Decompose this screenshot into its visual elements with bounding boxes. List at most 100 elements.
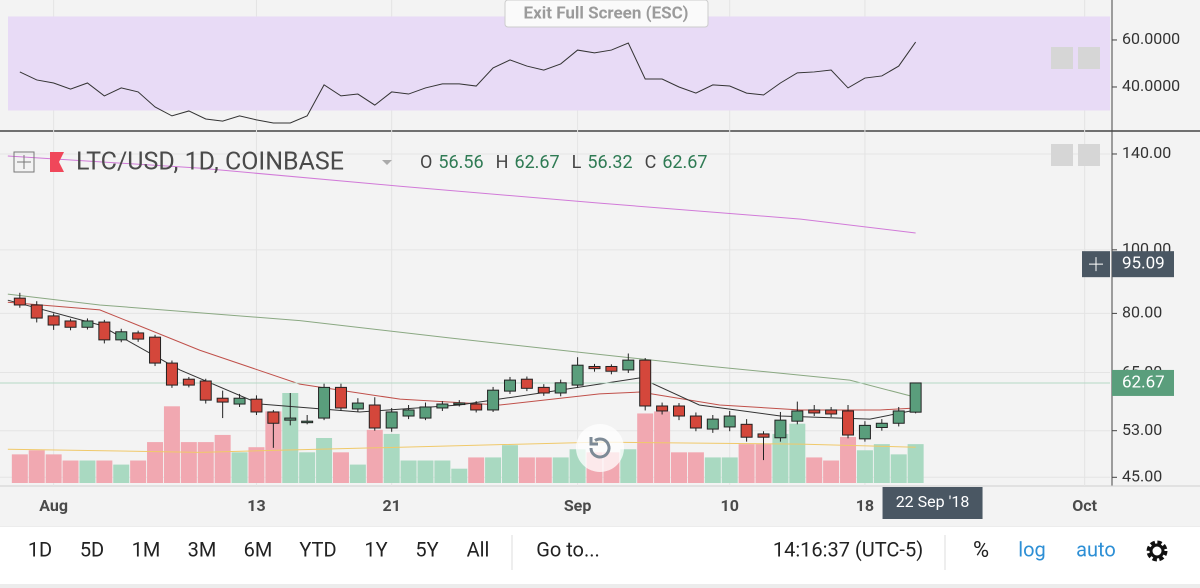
last-price-label: 62.67	[1122, 372, 1165, 392]
volume-bar	[823, 460, 840, 483]
candle-body	[47, 315, 60, 326]
candle-body	[318, 386, 331, 419]
range-button[interactable]: 1D	[28, 537, 52, 561]
volume-bar	[890, 454, 907, 483]
log-toggle[interactable]: log	[1018, 537, 1046, 561]
volume-bar	[62, 460, 79, 483]
candle-body	[30, 304, 43, 319]
candle-body	[909, 382, 922, 413]
range-button[interactable]: 3M	[188, 537, 217, 561]
candle-body	[233, 397, 246, 405]
reset-button[interactable]	[576, 424, 624, 472]
gear-ring	[1149, 543, 1165, 559]
candle-body	[537, 386, 550, 394]
range-button[interactable]: 1M	[132, 537, 161, 561]
candle-body	[689, 415, 702, 429]
rsi-line	[19, 41, 917, 124]
candle-body	[487, 389, 500, 411]
candle-body	[588, 365, 601, 370]
volume-bar	[873, 444, 890, 483]
last-price-box	[1112, 369, 1174, 396]
volume-bar	[755, 444, 772, 483]
volume-bar	[535, 457, 552, 483]
candle-body	[503, 379, 516, 392]
exit-button-label[interactable]: Exit Full Screen (ESC)	[524, 3, 689, 23]
range-button[interactable]: 5D	[80, 537, 104, 561]
candle-body	[791, 410, 804, 422]
candle-body	[115, 331, 128, 341]
goto-button[interactable]: Go to...	[536, 537, 600, 561]
move-down-button[interactable]	[1051, 47, 1073, 69]
volume-bar	[282, 393, 299, 483]
volume-bar	[687, 452, 704, 483]
candle-body	[520, 378, 533, 389]
volume-bar	[671, 452, 688, 483]
collapse-button[interactable]	[1078, 144, 1100, 166]
candle-body	[740, 423, 753, 438]
volume-bar	[552, 457, 569, 483]
volume-bar	[113, 464, 130, 483]
volume-bar	[383, 433, 400, 483]
candle-body	[706, 418, 719, 430]
range-button[interactable]: YTD	[299, 537, 336, 561]
volume-bar	[197, 442, 214, 483]
volume-bar	[451, 468, 468, 483]
ohlc-value: 62.67	[514, 152, 559, 173]
x-tick-label: 18	[856, 496, 874, 515]
y-tick-label: 45.00	[1122, 467, 1162, 486]
volume-bar	[28, 450, 45, 483]
volume-bar	[856, 450, 873, 483]
percent-toggle[interactable]: %	[973, 538, 989, 563]
candle-body	[199, 380, 212, 401]
volume-bar	[721, 457, 738, 483]
ohlc-value: 56.32	[587, 152, 632, 173]
volume-bar	[840, 436, 857, 483]
candle-body	[64, 320, 77, 328]
candle-body	[825, 409, 838, 415]
candle-body	[334, 386, 347, 409]
candle-body	[149, 336, 162, 364]
candle-body	[284, 417, 297, 421]
reset-icon	[589, 437, 611, 459]
range-button[interactable]: 5Y	[415, 537, 438, 561]
candle-body	[656, 405, 669, 412]
range-button[interactable]: 1Y	[364, 537, 387, 561]
range-button[interactable]: All	[467, 537, 490, 561]
candle-body	[419, 406, 432, 419]
candle-body	[453, 402, 466, 406]
clock[interactable]: 14:16:37 (UTC-5)	[773, 537, 923, 561]
volume-bar	[147, 442, 164, 483]
candle-body	[571, 364, 584, 386]
crosshair-price-label: 95.09	[1122, 254, 1165, 274]
volume-bar	[907, 444, 924, 483]
auto-toggle[interactable]: auto	[1076, 537, 1116, 561]
symbol-dropdown[interactable]	[382, 160, 392, 165]
ohlc-key: O	[420, 152, 432, 173]
collapse-button[interactable]	[1078, 47, 1100, 69]
exit-button[interactable]	[504, 0, 709, 28]
candle-body	[165, 362, 178, 386]
flag-icon[interactable]	[50, 152, 64, 172]
volume-bar	[231, 452, 248, 483]
ohlc-key: C	[645, 152, 657, 173]
settings-button[interactable]	[1146, 540, 1168, 562]
range-button[interactable]: 6M	[244, 537, 273, 561]
candle-body	[673, 405, 686, 417]
candle-body	[182, 378, 195, 386]
moving-average	[7, 293, 916, 398]
volume-bar	[214, 434, 231, 483]
candle-body	[267, 411, 280, 424]
volume-bar	[316, 438, 333, 483]
volume-bar	[704, 457, 721, 483]
legend-toggle[interactable]	[13, 151, 35, 173]
y-tick-label: 60.0000	[1122, 29, 1180, 48]
candle-body	[858, 424, 871, 440]
candle-body	[368, 404, 381, 429]
symbol[interactable]: LTC/USD, 1D, COINBASE	[76, 148, 344, 177]
volume-bar	[468, 457, 485, 483]
volume-bar	[789, 423, 806, 483]
volume-bar	[96, 460, 113, 483]
move-up-button[interactable]	[1051, 144, 1073, 166]
ohlc-key: H	[496, 152, 509, 173]
